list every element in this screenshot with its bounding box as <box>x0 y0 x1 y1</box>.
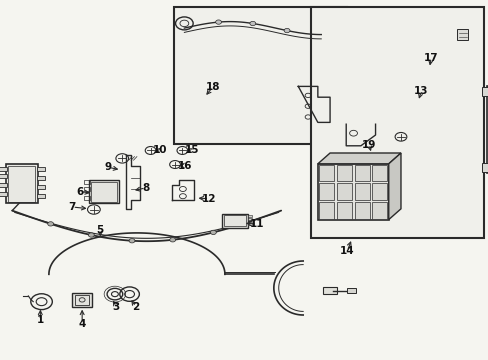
Text: 7: 7 <box>68 202 76 212</box>
Bar <box>0 167 7 171</box>
Text: 14: 14 <box>339 246 354 256</box>
Text: 1: 1 <box>37 315 43 325</box>
Bar <box>354 202 369 219</box>
Bar <box>372 184 386 200</box>
Bar <box>37 194 45 198</box>
Bar <box>72 293 92 307</box>
Text: 17: 17 <box>423 53 438 63</box>
Bar <box>37 185 45 189</box>
Bar <box>354 184 369 200</box>
Text: 16: 16 <box>177 161 192 171</box>
Bar <box>319 165 333 181</box>
Circle shape <box>210 230 216 234</box>
Circle shape <box>88 233 94 237</box>
Text: 15: 15 <box>184 145 199 156</box>
Bar <box>319 202 333 219</box>
Bar <box>456 29 467 40</box>
Bar <box>372 165 386 181</box>
Bar <box>37 167 45 171</box>
Bar <box>8 166 35 202</box>
Bar <box>37 176 45 180</box>
Bar <box>75 295 89 305</box>
Bar <box>247 215 251 217</box>
Bar <box>84 187 90 191</box>
Text: 8: 8 <box>142 183 149 193</box>
Text: 4: 4 <box>78 319 86 329</box>
Circle shape <box>169 238 175 242</box>
Bar <box>481 163 487 172</box>
Bar <box>6 164 38 203</box>
Text: 2: 2 <box>132 302 139 312</box>
Bar <box>0 174 7 178</box>
Circle shape <box>215 20 221 24</box>
Circle shape <box>48 222 54 226</box>
Bar <box>317 164 388 220</box>
Bar <box>310 7 483 238</box>
Text: 19: 19 <box>361 140 376 150</box>
Bar <box>173 7 346 144</box>
Circle shape <box>249 21 255 26</box>
Circle shape <box>129 239 135 243</box>
Bar <box>247 218 251 220</box>
Bar <box>336 184 351 200</box>
Text: 13: 13 <box>413 86 428 96</box>
Text: 18: 18 <box>205 82 220 92</box>
Bar <box>91 182 117 202</box>
Bar <box>224 215 245 226</box>
Text: 10: 10 <box>153 145 167 156</box>
Bar <box>319 184 333 200</box>
Bar <box>354 165 369 181</box>
Text: 12: 12 <box>202 194 216 204</box>
Bar <box>0 183 7 187</box>
Polygon shape <box>388 153 400 220</box>
Text: 11: 11 <box>249 219 264 229</box>
Text: 3: 3 <box>113 302 120 312</box>
Bar <box>84 196 90 200</box>
Bar <box>481 87 487 96</box>
Text: 6: 6 <box>76 186 83 197</box>
Bar <box>89 180 119 203</box>
Bar <box>84 180 90 184</box>
Bar <box>336 202 351 219</box>
Text: 9: 9 <box>105 162 112 172</box>
Bar <box>222 214 247 228</box>
Polygon shape <box>317 153 400 164</box>
Bar <box>486 86 488 173</box>
Text: 5: 5 <box>97 225 103 235</box>
Bar <box>336 165 351 181</box>
Bar <box>0 192 7 196</box>
Bar <box>322 287 337 294</box>
Bar <box>346 288 355 293</box>
Bar <box>372 202 386 219</box>
Circle shape <box>284 28 289 33</box>
Bar <box>247 222 251 225</box>
